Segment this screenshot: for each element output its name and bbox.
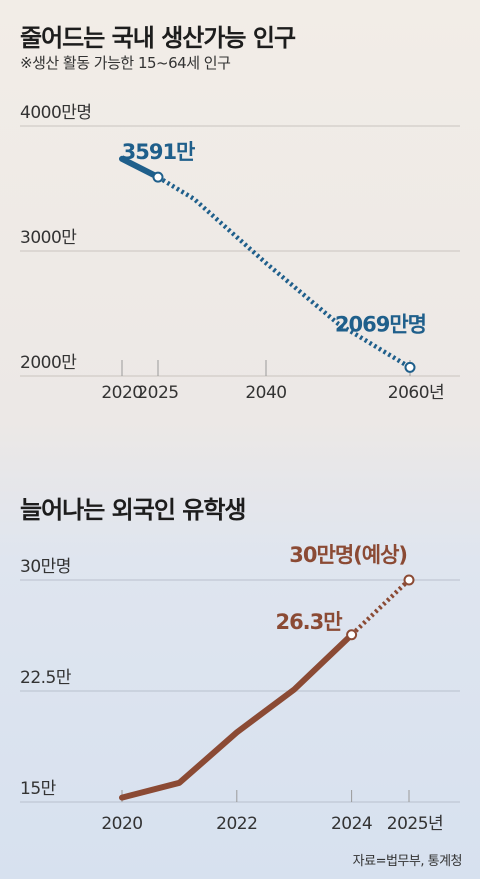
chart-subtitle: ※생산 활동 가능한 15~64세 인구 [20,54,231,72]
x-tick-label: 2025년 [387,814,443,834]
data-point-marker [404,361,416,373]
y-tick-label: 2000만 [20,353,77,373]
data-point-marker [346,629,358,641]
data-label: 30만명(예상) [289,543,407,567]
x-tick-label: 2020 [101,814,142,834]
x-tick-label: 2020 [101,383,142,403]
students-line-chart: 30만명 22.5만 15만 2020 2022 2024 2025년 26.3만 30만명(예… [20,543,460,834]
actual-series-line [119,155,161,181]
data-point-marker [152,171,164,183]
projection-series-line [156,175,412,370]
actual-series-line [119,631,355,801]
y-tick-label: 4000만명 [20,103,92,123]
x-tick-label: 2060년 [388,383,444,403]
data-label: 2069만명 [335,312,426,336]
data-label: 3591만 [122,140,195,164]
x-tick-label: 2040 [245,383,286,403]
data-point-marker [403,574,415,586]
y-tick-label: 30만명 [20,557,71,577]
y-tick-label: 3000만 [20,228,77,248]
x-tick-label: 2022 [216,814,257,834]
y-tick-label: 22.5만 [20,668,72,688]
chart-title: 줄어드는 국내 생산가능 인구 [20,24,296,52]
data-label: 26.3만 [275,610,342,634]
chart-panel-working-age: 줄어드는 국내 생산가능 인구 ※생산 활동 가능한 15~64세 인구 400… [0,0,480,420]
y-tick-label: 15만 [20,779,57,799]
projection-series-line [350,578,411,637]
source-note: 자료=법무부, 통계청 [352,854,463,869]
x-tick-label: 2025 [137,383,178,403]
chart-panel-students: 늘어나는 외국인 유학생 30만명 22.5만 15만 2020 2022 2024 202… [0,470,480,879]
chart-title: 늘어나는 외국인 유학생 [20,496,247,524]
x-tick-label: 2024 [331,814,372,834]
